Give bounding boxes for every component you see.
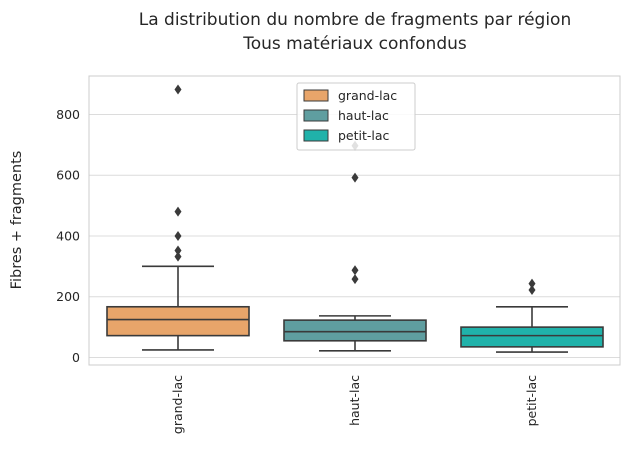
- outlier-point-grand-lac: [174, 206, 182, 217]
- outlier-point-grand-lac: [174, 251, 182, 262]
- iqr-box-grand-lac: [106, 305, 250, 337]
- y-tick-label-600: 600: [56, 168, 80, 183]
- legend-swatch-haut-lac: [303, 109, 329, 122]
- boxes-layer: [106, 84, 604, 353]
- x-tick-label-grand-lac: grand-lac: [170, 375, 185, 434]
- y-tick-label-800: 800: [56, 107, 80, 122]
- legend-swatch-grand-lac: [303, 89, 329, 102]
- legend-label-haut-lac: haut-lac: [338, 108, 389, 123]
- x-tick-label-petit-lac: petit-lac: [524, 375, 539, 427]
- x-axis-ticks: grand-lac haut-lac petit-lac: [170, 375, 539, 434]
- y-tick-label-400: 400: [56, 228, 80, 243]
- legend-label-grand-lac: grand-lac: [338, 88, 397, 103]
- chart-title-line-2: Tous matériaux confondus: [242, 34, 467, 54]
- legend-swatch-petit-lac: [303, 129, 329, 142]
- box-petit-lac: [460, 278, 604, 353]
- outlier-point-haut-lac: [351, 274, 359, 285]
- legend-label-petit-lac: petit-lac: [338, 128, 390, 143]
- outlier-point-grand-lac: [174, 84, 182, 95]
- chart-title: La distribution du nombre de fragments p…: [139, 10, 571, 54]
- outlier-point-petit-lac: [528, 278, 536, 289]
- chart-title-line-1: La distribution du nombre de fragments p…: [139, 10, 571, 30]
- outlier-point-grand-lac: [174, 245, 182, 256]
- box-grand-lac: [106, 84, 250, 351]
- y-axis-ticks: 0 200 400 600 800: [56, 107, 80, 365]
- iqr-box-petit-lac: [460, 326, 604, 348]
- outlier-point-haut-lac: [351, 172, 359, 183]
- x-tick-label-haut-lac: haut-lac: [347, 375, 362, 426]
- outlier-point-grand-lac: [174, 230, 182, 241]
- outlier-point-haut-lac: [351, 265, 359, 276]
- iqr-box-haut-lac: [283, 319, 427, 342]
- legend: grand-lac haut-lac petit-lac: [296, 82, 416, 151]
- y-tick-label-0: 0: [72, 350, 80, 365]
- y-tick-label-200: 200: [56, 289, 80, 304]
- box-haut-lac: [283, 140, 427, 352]
- outlier-point-petit-lac: [528, 285, 536, 296]
- plot-area-frame: [88, 75, 621, 366]
- y-axis-label: Fibres + fragments: [9, 151, 25, 290]
